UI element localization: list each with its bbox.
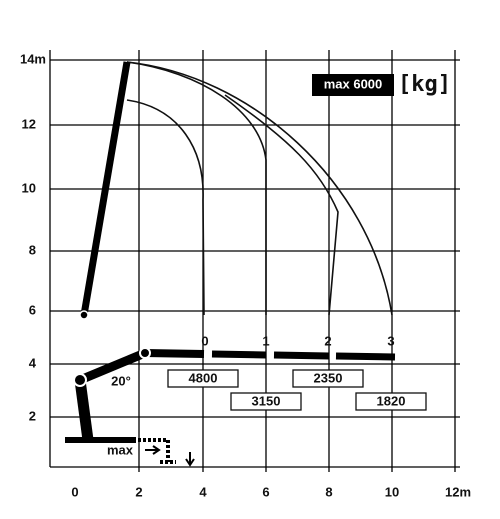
joint [79, 310, 89, 320]
reach-curves [126, 61, 393, 316]
arm [78, 348, 147, 385]
legend: max 6000 [kg] [312, 72, 451, 97]
extension-label: 1 [262, 333, 269, 348]
curve [224, 94, 339, 316]
x-label: 10 [385, 484, 399, 499]
outrigger [138, 438, 176, 464]
extension-labels: 0 1 2 3 [201, 333, 394, 348]
load-label: 3150 [252, 393, 281, 408]
lower-boom [144, 349, 205, 358]
lower-boom [273, 351, 330, 360]
upper-boom [80, 61, 131, 316]
curve [126, 61, 393, 316]
load-label: 2350 [314, 370, 343, 385]
x-labels: 0 2 4 6 8 10 12m [71, 484, 471, 499]
y-label: 10 [22, 180, 36, 195]
y-label: 12 [22, 116, 36, 131]
load-label: 1820 [377, 393, 406, 408]
y-label: 4 [29, 355, 37, 370]
arrow [185, 452, 195, 467]
load-box [355, 392, 427, 411]
load-box [292, 369, 364, 388]
load-box [167, 369, 239, 388]
legend-max: max 6000 [324, 76, 383, 91]
x-label: 6 [262, 484, 269, 499]
column [74, 379, 94, 441]
curve [126, 99, 205, 316]
y-label: 6 [29, 302, 36, 317]
legend-unit: [kg] [398, 72, 451, 97]
load-label: 4800 [189, 370, 218, 385]
load-box [230, 392, 302, 411]
lower-boom [211, 350, 267, 359]
y-label: 2 [29, 408, 36, 423]
boom [65, 61, 396, 467]
max-label: max [107, 442, 134, 457]
x-label: 2 [135, 484, 142, 499]
joint [73, 373, 87, 387]
x-label: 0 [71, 484, 78, 499]
legend-box [312, 74, 394, 96]
x-label: 4 [199, 484, 207, 499]
curve [126, 61, 267, 315]
x-label: 8 [325, 484, 332, 499]
lower-boom [335, 352, 396, 361]
arrow [145, 445, 161, 455]
y-labels: 14m 12 10 8 6 4 2 [20, 51, 46, 423]
y-label: 8 [29, 242, 36, 257]
x-label: 12m [445, 484, 471, 499]
extension-label: 3 [387, 333, 394, 348]
extension-label: 2 [324, 333, 331, 348]
angle-label: 20° [111, 373, 131, 388]
joint [139, 347, 151, 359]
y-label: 14m [20, 51, 46, 66]
loads: 4800 3150 2350 1820 [167, 369, 427, 411]
extension-label: 0 [201, 333, 208, 348]
